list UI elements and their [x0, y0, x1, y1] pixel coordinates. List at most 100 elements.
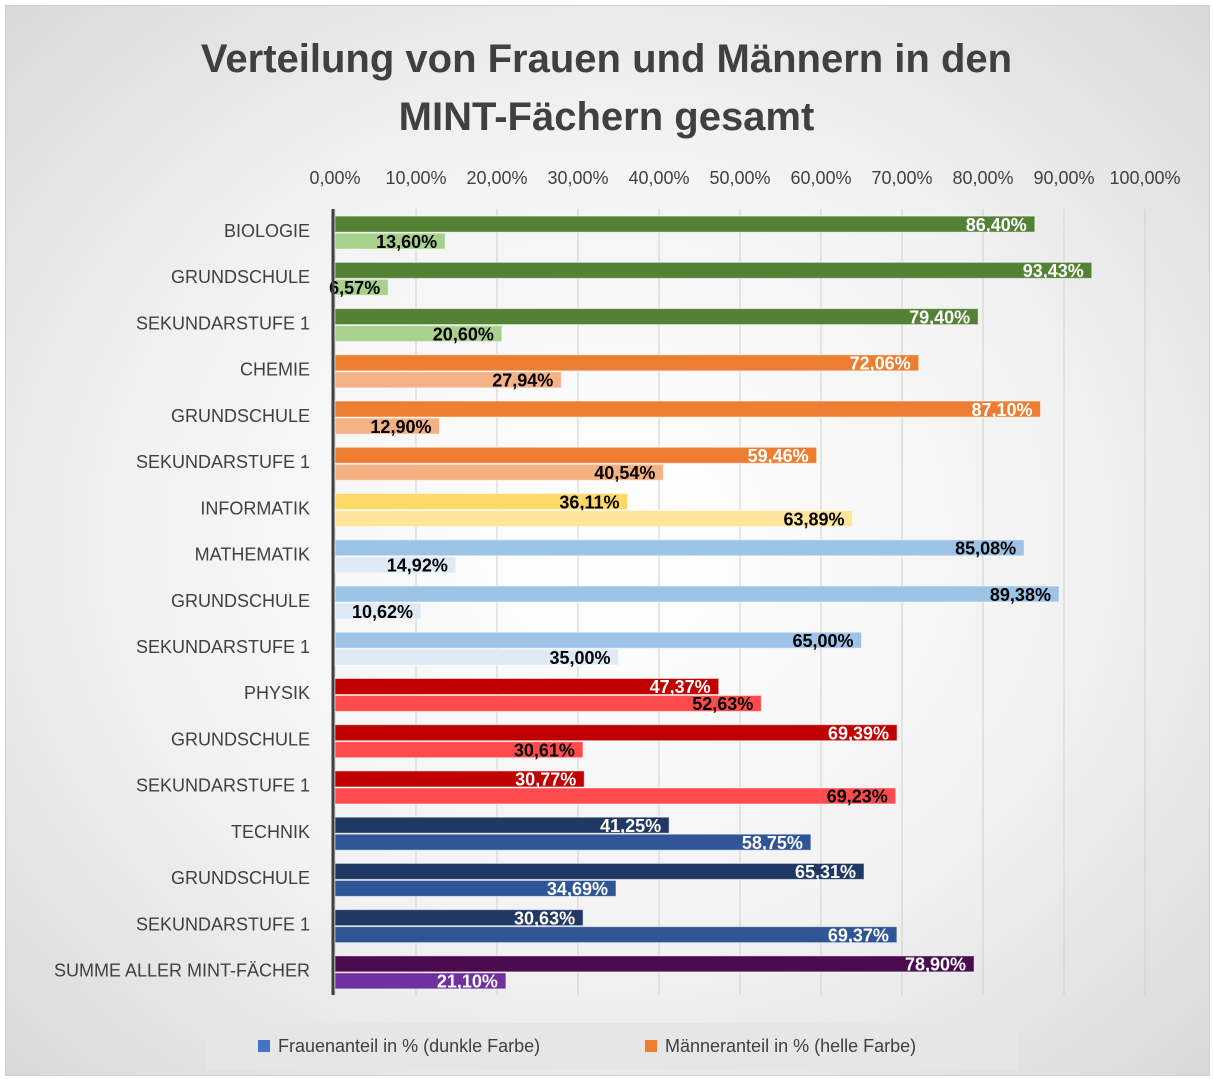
legend-label: Frauenanteil in % (dunkle Farbe)	[278, 1036, 540, 1056]
data-label: 87,10%	[971, 400, 1032, 420]
x-tick-label: 70,00%	[871, 168, 932, 188]
x-tick-label: 60,00%	[790, 168, 851, 188]
bar	[334, 446, 818, 464]
data-label: 40,54%	[594, 463, 655, 483]
y-tick-label: INFORMATIK	[200, 498, 310, 518]
data-label: 69,39%	[828, 723, 889, 743]
bar	[334, 510, 854, 528]
data-label: 69,23%	[827, 787, 888, 807]
data-label: 30,77%	[515, 770, 576, 790]
y-tick-label: SEKUNDARSTUFE 1	[136, 313, 310, 333]
y-tick-label: SEKUNDARSTUFE 1	[136, 452, 310, 472]
data-label: 86,40%	[966, 215, 1027, 235]
y-tick-label: BIOLOGIE	[224, 221, 310, 241]
bar	[334, 602, 422, 620]
y-tick-label: SEKUNDARSTUFE 1	[136, 914, 310, 934]
bar	[334, 677, 720, 695]
data-label: 65,00%	[792, 631, 853, 651]
bar	[334, 816, 670, 834]
y-tick-label: CHEMIE	[240, 360, 310, 380]
data-label: 93,43%	[1023, 261, 1084, 281]
y-tick-label: PHYSIK	[244, 683, 310, 703]
data-label: 47,37%	[650, 677, 711, 697]
bar	[334, 926, 898, 944]
data-label: 36,11%	[559, 492, 619, 512]
data-label: 58,75%	[742, 833, 803, 853]
bar	[334, 862, 865, 880]
bar	[334, 539, 1025, 557]
data-label: 34,69%	[547, 879, 608, 899]
bar	[334, 400, 1042, 418]
bar	[334, 648, 619, 666]
data-label: 14,92%	[387, 556, 448, 576]
data-label: 27,94%	[492, 371, 553, 391]
data-label: 69,37%	[828, 925, 889, 945]
chart-title: Verteilung von Frauen und Männern in den…	[200, 37, 1013, 139]
x-tick-label: 0,00%	[309, 168, 360, 188]
data-label: 65,31%	[795, 862, 856, 882]
bar	[334, 308, 979, 326]
data-label: 21,10%	[437, 972, 498, 992]
y-tick-label: GRUNDSCHULE	[171, 591, 310, 611]
data-label: 30,61%	[514, 740, 575, 760]
bar	[334, 463, 664, 481]
data-label: 35,00%	[549, 648, 610, 668]
x-tick-label: 50,00%	[709, 168, 770, 188]
bar	[334, 909, 584, 927]
data-label: 59,46%	[748, 446, 809, 466]
bar	[334, 556, 457, 574]
data-label: 30,63%	[514, 908, 575, 928]
bar	[334, 325, 503, 343]
bar	[334, 354, 920, 372]
bar	[334, 585, 1060, 603]
bar	[334, 741, 584, 759]
bar	[334, 724, 898, 742]
y-tick-label: SEKUNDARSTUFE 1	[136, 776, 310, 796]
bar	[334, 493, 628, 511]
bar	[334, 215, 1036, 233]
data-label: 72,06%	[850, 354, 911, 374]
y-tick-label: SEKUNDARSTUFE 1	[136, 637, 310, 657]
x-tick-label: 80,00%	[952, 168, 1013, 188]
y-tick-label: GRUNDSCHULE	[171, 267, 310, 287]
legend-swatch	[645, 1040, 657, 1052]
bar	[334, 972, 507, 990]
y-tick-label: TECHNIK	[231, 822, 310, 842]
y-tick-label: GRUNDSCHULE	[171, 406, 310, 426]
bar	[334, 417, 440, 435]
data-label: 41,25%	[600, 816, 661, 836]
y-tick-label: GRUNDSCHULE	[171, 868, 310, 888]
x-tick-label: 20,00%	[466, 168, 527, 188]
data-label: 20,60%	[433, 324, 494, 344]
bar	[334, 955, 975, 973]
bar	[334, 787, 897, 805]
legend-box	[207, 1023, 1017, 1070]
legend-label: Männeranteil in % (helle Farbe)	[665, 1036, 916, 1056]
y-tick-label: MATHEMATIK	[195, 545, 310, 565]
x-tick-label: 30,00%	[547, 168, 608, 188]
bar	[334, 371, 562, 389]
bar	[334, 833, 812, 851]
data-label: 63,89%	[783, 509, 844, 529]
data-label: 52,63%	[692, 694, 753, 714]
y-tick-label: SUMME ALLER MINT-FÄCHER	[54, 961, 310, 981]
legend-swatch	[258, 1040, 270, 1052]
bar	[334, 879, 617, 897]
bar	[334, 694, 762, 712]
bar	[334, 770, 585, 788]
data-label: 13,60%	[376, 232, 437, 252]
data-label: 85,08%	[955, 539, 1016, 559]
x-tick-label: 90,00%	[1033, 168, 1094, 188]
data-label: 12,90%	[370, 417, 431, 437]
x-tick-label: 100,00%	[1109, 168, 1180, 188]
data-label: 10,62%	[352, 602, 413, 622]
data-label: 79,40%	[909, 307, 970, 327]
bar	[334, 261, 1093, 279]
bar	[334, 631, 862, 649]
data-label: 6,57%	[329, 278, 380, 298]
bar	[334, 278, 389, 296]
data-label: 89,38%	[990, 585, 1051, 605]
x-tick-label: 40,00%	[628, 168, 689, 188]
